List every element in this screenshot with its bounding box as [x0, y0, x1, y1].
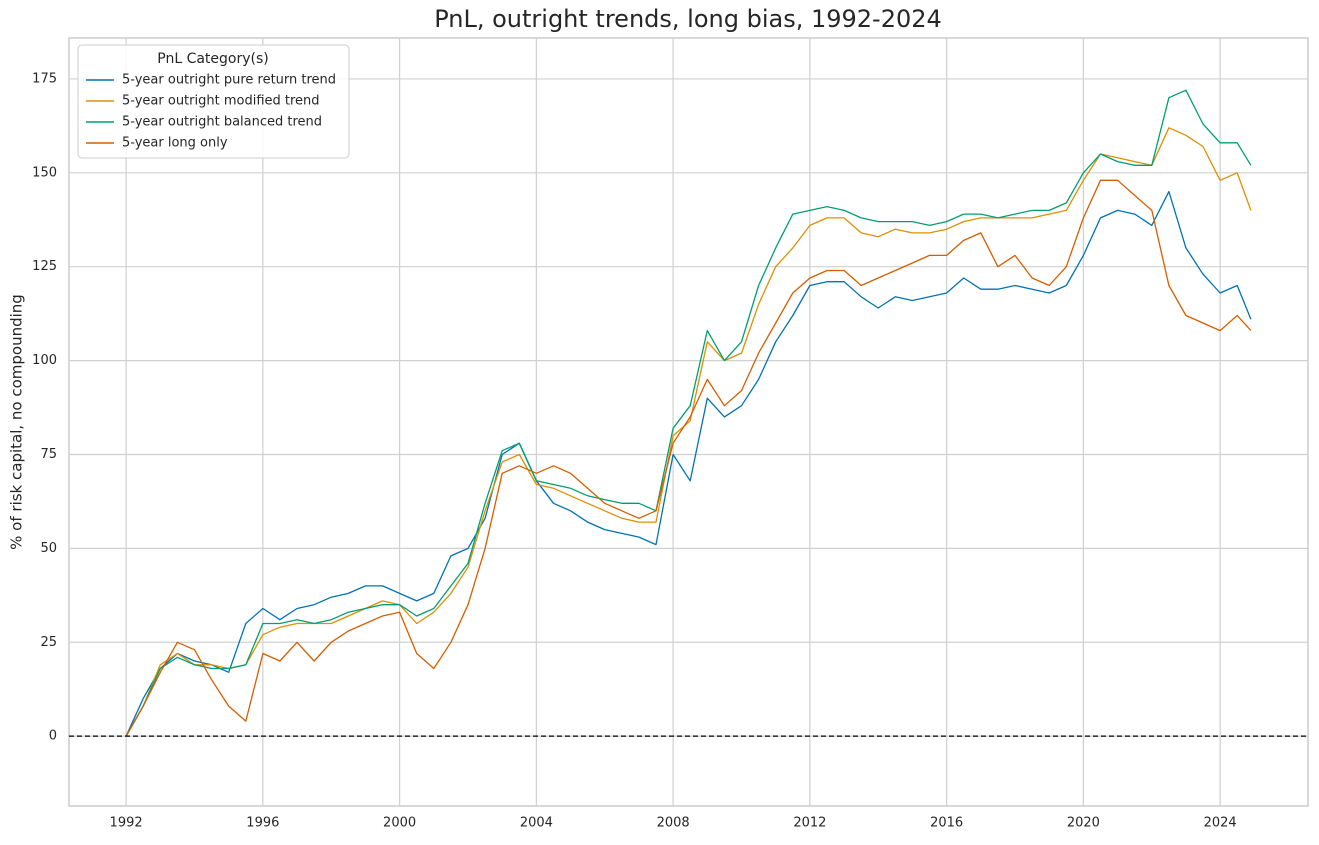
x-tick-label: 2020	[1067, 816, 1100, 831]
legend-label: 5-year long only	[122, 136, 228, 151]
y-tick-label: 25	[40, 635, 57, 650]
series-line	[125, 179, 1252, 737]
y-tick-label: 150	[32, 165, 57, 180]
x-tick-label: 2000	[383, 816, 416, 831]
lines	[125, 89, 1252, 737]
x-tick-label: 2024	[1204, 816, 1237, 831]
legend-title: PnL Category(s)	[157, 51, 269, 67]
y-tick-label: 175	[32, 71, 57, 86]
y-tick-label: 100	[32, 353, 57, 368]
x-tick-label: 2004	[520, 816, 553, 831]
legend-label: 5-year outright balanced trend	[122, 115, 322, 130]
x-tick-label: 1992	[110, 816, 143, 831]
chart-title: PnL, outright trends, long bias, 1992-20…	[434, 5, 942, 33]
y-tick-label: 50	[40, 541, 57, 556]
legend-label: 5-year outright modified trend	[122, 94, 320, 109]
y-axis-label: % of risk capital, no compounding	[8, 294, 26, 550]
series-line	[125, 89, 1252, 737]
y-tick-label: 75	[40, 447, 57, 462]
x-tick-label: 2008	[657, 816, 690, 831]
x-tick-label: 2012	[793, 816, 826, 831]
legend: PnL Category(s) 5-year outright pure retu…	[77, 44, 350, 159]
x-tick-label: 1996	[246, 816, 279, 831]
legend-label: 5-year outright pure return trend	[122, 73, 336, 88]
x-tick-label: 2016	[930, 816, 963, 831]
series-line	[125, 190, 1252, 737]
y-tick-label: 0	[49, 729, 57, 744]
legend-box	[77, 44, 350, 159]
y-tick-label: 125	[32, 259, 57, 274]
